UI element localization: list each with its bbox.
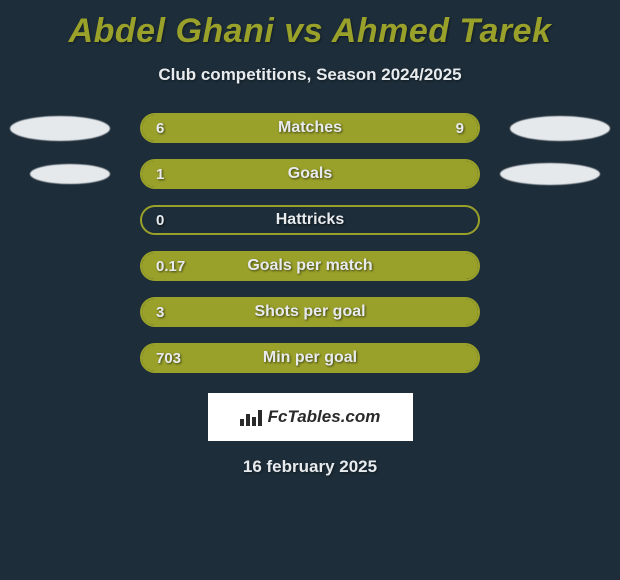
decor-ellipse-right (510, 116, 610, 141)
stat-label: Goals per match (142, 253, 478, 279)
bars-icon (240, 408, 262, 426)
decor-ellipse-left (10, 116, 110, 141)
stat-row: 0.17Goals per match (0, 251, 620, 281)
stat-row: 0Hattricks (0, 205, 620, 235)
stat-bar: 0.17Goals per match (140, 251, 480, 281)
stat-row: 69Matches (0, 113, 620, 143)
stat-label: Matches (142, 115, 478, 141)
decor-ellipse-left (30, 164, 110, 184)
branding-text: FcTables.com (268, 407, 381, 427)
stat-row: 703Min per goal (0, 343, 620, 373)
stat-bar: 69Matches (140, 113, 480, 143)
stat-rows: 69Matches 1Goals 0Hattricks 0.17Goals per m… (0, 113, 620, 373)
date-text: 16 february 2025 (0, 457, 620, 477)
stat-row: 3Shots per goal (0, 297, 620, 327)
stat-bar: 703Min per goal (140, 343, 480, 373)
comparison-subtitle: Club competitions, Season 2024/2025 (0, 65, 620, 85)
decor-ellipse-right (500, 163, 600, 185)
stat-label: Shots per goal (142, 299, 478, 325)
stat-bar: 0Hattricks (140, 205, 480, 235)
branding-badge: FcTables.com (208, 393, 413, 441)
stat-row: 1Goals (0, 159, 620, 189)
stat-label: Hattricks (142, 207, 478, 233)
stat-bar: 1Goals (140, 159, 480, 189)
stat-bar: 3Shots per goal (140, 297, 480, 327)
stat-label: Goals (142, 161, 478, 187)
comparison-title: Abdel Ghani vs Ahmed Tarek (0, 0, 620, 51)
stat-label: Min per goal (142, 345, 478, 371)
